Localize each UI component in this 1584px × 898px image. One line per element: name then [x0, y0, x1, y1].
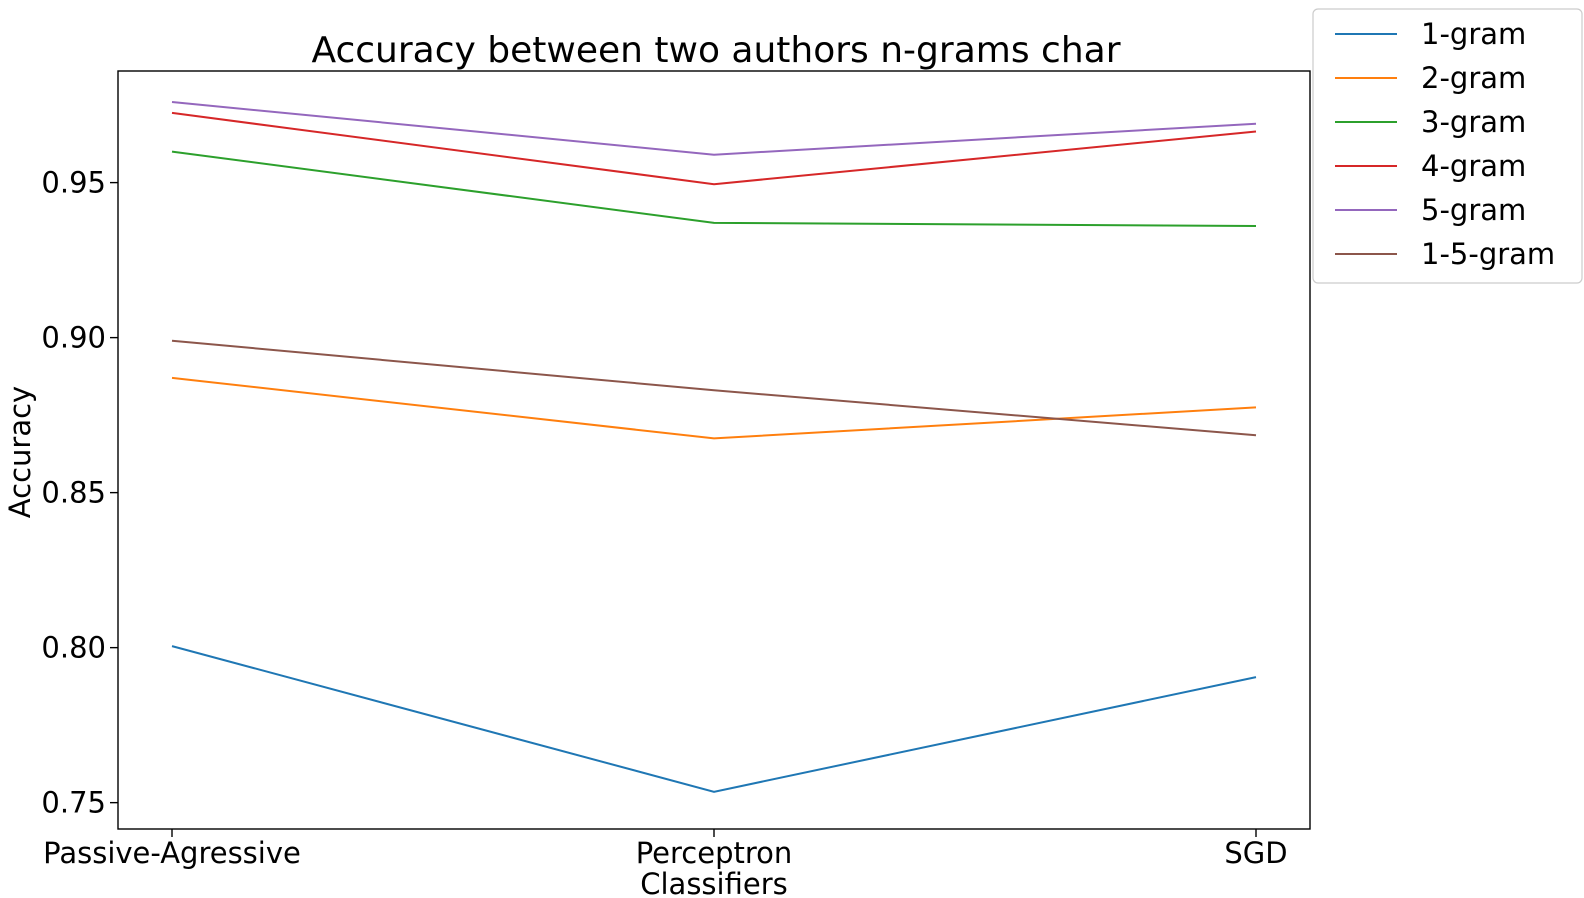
legend-label: 5-gram — [1421, 193, 1526, 227]
series-line-3-gram — [171, 150, 1257, 227]
series-line-5-gram — [171, 101, 1257, 156]
legend-label: 3-gram — [1421, 105, 1526, 139]
y-tick-label: 0.75 — [41, 786, 106, 820]
x-tick-label: SGD — [1224, 836, 1287, 870]
legend-label: 1-5-gram — [1421, 237, 1555, 271]
x-axis-label: Classifiers — [640, 867, 788, 898]
series-line-2-gram — [171, 376, 1257, 440]
y-axis-label: Accuracy — [3, 386, 37, 518]
legend-label: 1-gram — [1421, 17, 1526, 51]
legend: 1-gram 2-gram 3-gram 4-gram 5-gram 1-5-gram — [1312, 8, 1583, 284]
series-line-1-gram — [171, 645, 1257, 793]
series-line-4-gram — [171, 111, 1257, 186]
y-tick-label: 0.95 — [41, 166, 106, 200]
legend-label: 4-gram — [1421, 149, 1526, 183]
x-tick-label: Passive-Agressive — [43, 836, 301, 870]
x-tick-label: Perceptron — [636, 836, 793, 870]
series-line-1-5-gram — [171, 339, 1257, 437]
y-tick-label: 0.85 — [41, 476, 106, 510]
plot-frame — [117, 70, 1311, 830]
y-tick-label: 0.90 — [41, 321, 106, 355]
y-tick-label: 0.80 — [41, 631, 106, 665]
chart-title: Accuracy between two authors n-grams cha… — [311, 30, 1120, 71]
legend-label: 2-gram — [1421, 61, 1526, 95]
